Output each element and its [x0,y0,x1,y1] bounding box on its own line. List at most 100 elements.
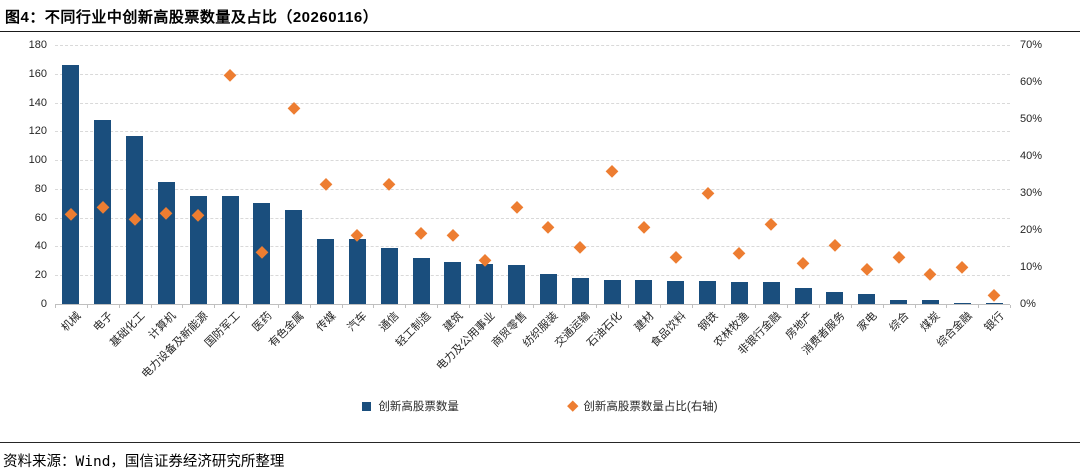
bar [603,279,621,304]
source-note: 资料来源：Wind，国信证券经济研究所整理 [3,454,285,470]
bar [412,257,430,304]
x-axis-tick [309,305,311,308]
bar [189,196,207,304]
bar [571,278,589,304]
y-axis-right-tick-label: 40% [1020,150,1043,162]
scatter-diamond-icon [988,289,1001,302]
bar [635,279,653,304]
gridline [55,73,1010,75]
scatter-diamond-icon [287,102,300,115]
y-axis-left-tick-label: 180 [28,39,47,51]
footer-divider [0,442,1080,443]
x-axis-label: 钢铁 [696,310,721,335]
scatter-diamond-icon [860,262,873,275]
gridline [55,160,1010,162]
x-axis-tick [882,305,884,308]
x-axis-tick [214,305,216,308]
scatter-diamond-icon [956,261,969,274]
x-axis-tick [723,305,725,308]
y-axis-right-tick-label: 0% [1020,298,1036,310]
bar [730,282,748,304]
y-axis-left-tick-label: 160 [28,67,47,80]
x-axis-label: 机械 [59,310,84,335]
x-axis-tick [787,305,789,308]
legend-bar-label: 创新高股票数量 [378,401,459,413]
page-title: 图4：不同行业中创新高股票数量及占比（20260116） [5,9,379,26]
bar [985,302,1003,304]
gridline [55,246,1010,248]
bar [317,239,335,304]
legend: 创新高股票数量 创新高股票数量占比(右轴) [0,398,1080,414]
y-axis-right-tick-label: 10% [1020,261,1043,273]
y-axis-left-tick-label: 60 [34,211,47,224]
x-axis-label: 家电 [855,310,880,335]
y-axis-left-tick-label: 100 [28,154,47,167]
scatter-diamond-icon [892,251,905,264]
bar [858,293,876,304]
y-axis-right-tick-label: 30% [1020,187,1043,199]
x-axis-label: 建筑 [441,310,466,335]
scatter-diamond-icon [669,250,682,263]
x-axis-label: 电子 [91,310,116,335]
scatter-diamond-icon [924,268,937,281]
bar [539,273,557,304]
scatter-diamond-icon [446,229,459,242]
x-axis-tick [819,305,820,308]
scatter-diamond-icon [574,241,587,254]
bar [221,196,239,304]
x-axis-tick [978,305,980,308]
gridline [55,217,1010,219]
y-axis-left-tick-label: 80 [34,182,47,195]
bar [508,265,526,304]
x-axis-label: 通信 [377,310,402,335]
x-axis-tick [850,305,852,308]
bar [794,288,812,304]
y-axis-left-tick-label: 140 [28,96,47,109]
x-axis-label: 综合 [887,310,912,335]
scatter-diamond-icon [637,220,650,233]
x-axis-label: 汽车 [345,310,370,335]
bar [953,302,971,304]
x-axis-label: 医药 [250,310,275,335]
x-axis-tick [596,305,598,308]
scatter-diamond-icon [415,226,428,239]
x-axis-label: 传媒 [314,310,339,335]
x-axis-tick [691,305,693,308]
bar-series-swatch-icon [362,401,372,411]
gridline [55,102,1010,104]
legend-marker-label: 创新高股票数量占比(右轴) [583,401,718,413]
bar [826,292,844,304]
bar [348,239,366,304]
x-axis-tick [532,305,534,308]
x-axis-tick [150,305,152,308]
x-axis-tick [628,305,629,308]
x-axis-tick [246,305,247,308]
y-axis-right-tick-label: 20% [1020,224,1043,236]
x-axis-tick [373,305,375,308]
gridline [55,188,1010,190]
y-axis-left-tick-label: 120 [28,125,47,138]
legend-item-markers: 创新高股票数量占比(右轴) [567,398,718,414]
scatter-diamond-icon [224,69,237,82]
bar [157,181,175,304]
x-axis-tick [277,305,279,308]
diamond-series-swatch-icon [567,400,578,412]
x-axis-label: 煤炭 [918,310,943,335]
x-axis-tick [86,305,88,308]
x-axis-tick [468,305,470,308]
x-axis-label: 综合金融 [935,310,975,350]
x-axis-tick [755,305,757,308]
scatter-diamond-icon [733,247,746,260]
x-axis-tick [500,305,502,308]
legend-item-bars: 创新高股票数量 [362,398,459,414]
scatter-diamond-icon [510,201,523,214]
gridline [55,275,1010,277]
y-axis-right-tick-label: 50% [1020,113,1043,125]
scatter-diamond-icon [765,218,778,231]
bar [890,299,908,304]
y-axis-right-tick-label: 60% [1020,76,1043,88]
x-axis-tick [55,305,56,308]
x-axis-line [55,304,1010,305]
x-axis-tick [659,305,661,308]
